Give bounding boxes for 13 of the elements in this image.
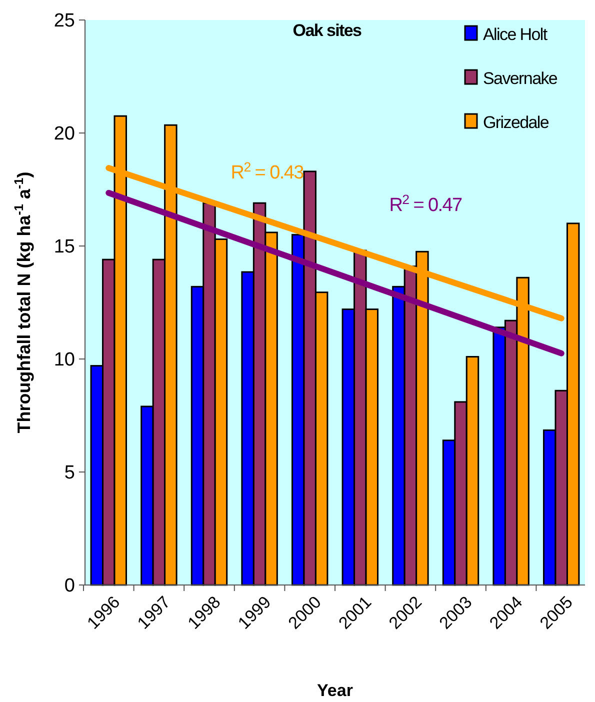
chart-title: Oak sites — [292, 21, 362, 40]
y-tick-label: 20 — [54, 124, 75, 145]
y-tick-label: 5 — [64, 462, 75, 484]
legend-label: Alice Holt — [483, 24, 548, 44]
annotation: R$^{2}$ = 0.47 — [389, 192, 462, 216]
y-tick-label: 15 — [54, 236, 75, 258]
y-tick-label: 25 — [54, 10, 75, 32]
annotation: R$^{2}$ = 0.43 — [230, 159, 304, 184]
legend-label: Grizedale — [483, 112, 549, 132]
legend-label: Savernake — [483, 68, 558, 88]
y-tick-label: 0 — [64, 576, 75, 597]
y-tick-label: 10 — [54, 350, 75, 371]
x-axis-title: Year — [317, 681, 354, 700]
